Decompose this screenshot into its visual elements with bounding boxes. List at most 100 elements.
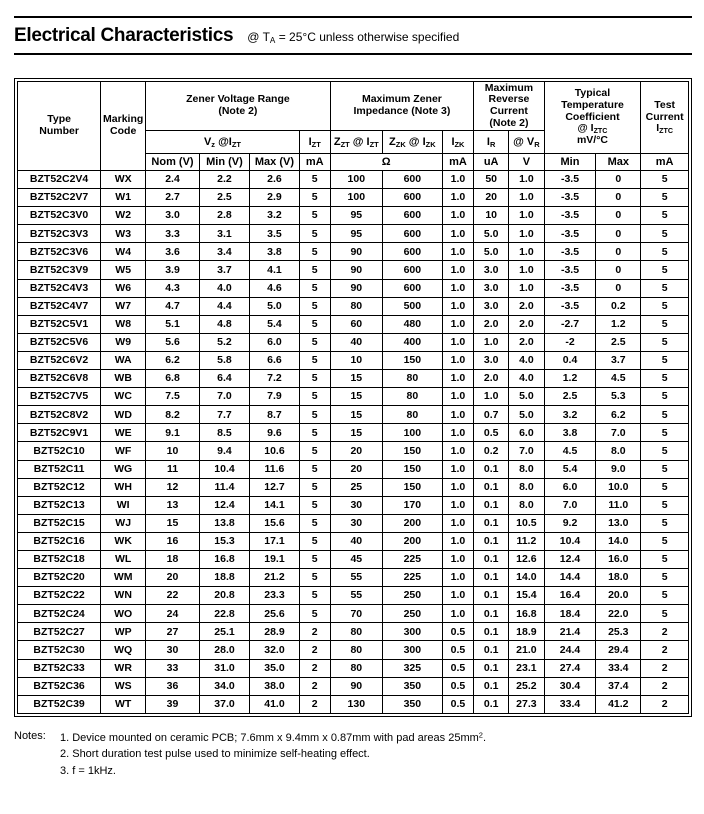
cell-izk: 1.0 — [441, 188, 475, 208]
cell-zzk: 250 — [381, 586, 443, 606]
cell-itc: 5 — [640, 224, 689, 244]
cell-ir: 50 — [473, 169, 510, 190]
cell-ir: 0.1 — [473, 604, 510, 624]
cell-vz-min: 11.4 — [198, 477, 251, 497]
cell-marking-code: W3 — [100, 224, 147, 244]
cell-vr: 1.0 — [508, 169, 545, 190]
cell-vz-min: 13.8 — [198, 513, 251, 533]
cell-marking-code: WS — [100, 676, 147, 696]
table-row: BZT52C6V8 WB 6.8 6.4 7.2 5 15 80 1.0 2.0 4.0 1.2 4.5… — [16, 369, 689, 389]
cell-tc-max: 16.0 — [595, 549, 642, 570]
cell-itc: 5 — [640, 169, 689, 190]
cell-marking-code: WL — [100, 549, 147, 570]
cell-marking-code: WR — [100, 658, 147, 678]
cell-tc-max: 6.2 — [595, 405, 642, 425]
cell-izk: 1.0 — [441, 568, 475, 588]
cell-itc: 5 — [640, 531, 689, 551]
cell-vr: 23.1 — [508, 658, 545, 678]
header-zener-voltage-range: Zener Voltage Range (Note 2) — [145, 81, 331, 131]
cell-vz-nom: 12 — [145, 477, 200, 497]
cell-vz-max: 2.6 — [249, 169, 300, 190]
cell-itc: 5 — [640, 513, 689, 533]
cell-vz-min: 3.7 — [198, 260, 251, 280]
cell-tc-min: 14.4 — [543, 568, 597, 588]
cell-izt: 5 — [298, 586, 331, 606]
cell-vz-min: 5.2 — [198, 332, 251, 352]
cell-itc: 5 — [640, 477, 689, 497]
spec-table-wrap: Type Number Marking Code Zener Voltage Ran… — [14, 78, 692, 717]
cell-zzt: 40 — [329, 332, 383, 352]
cell-tc-max: 7.0 — [595, 423, 642, 443]
cell-vr: 7.0 — [508, 441, 545, 461]
cell-izk: 1.0 — [441, 513, 475, 533]
cell-zzk: 150 — [381, 459, 443, 479]
table-row: BZT52C20 WM 20 18.8 21.2 5 55 225 1.0 0.1 14.0 14.4… — [16, 568, 689, 588]
cell-tc-min: 4.5 — [543, 441, 597, 461]
cell-vz-max: 6.6 — [249, 350, 300, 371]
cell-ir: 3.0 — [473, 296, 510, 316]
cell-vz-min: 20.8 — [198, 586, 251, 606]
cell-zzk: 170 — [381, 495, 443, 515]
cell-tc-max: 1.2 — [595, 314, 642, 334]
table-row: BZT52C3V0 W2 3.0 2.8 3.2 5 95 600 1.0 10 1.0 -3.5 0 5 — [16, 206, 689, 226]
cell-itc: 2 — [640, 658, 689, 678]
cell-ir: 1.0 — [473, 387, 510, 407]
table-row: BZT52C5V1 W8 5.1 4.8 5.4 5 60 480 1.0 2.0 2.0 -2.7 1… — [16, 314, 689, 334]
cell-izk: 1.0 — [441, 459, 475, 479]
cell-vr: 25.2 — [508, 676, 545, 696]
cell-zzk: 150 — [381, 477, 443, 497]
cell-izt: 2 — [298, 640, 331, 660]
cell-izt: 5 — [298, 314, 331, 334]
cell-itc: 5 — [640, 387, 689, 407]
cell-vz-min: 8.5 — [198, 423, 251, 443]
cell-zzk: 80 — [381, 405, 443, 425]
table-row: BZT52C10 WF 10 9.4 10.6 5 20 150 1.0 0.2 7.0 4.5 8.0… — [16, 441, 689, 461]
cell-type-number: BZT52C11 — [16, 459, 102, 479]
cell-vz-min: 37.0 — [198, 694, 251, 714]
cell-type-number: BZT52C4V7 — [16, 296, 102, 316]
table-row: BZT52C22 WN 22 20.8 23.3 5 55 250 1.0 0.1 15.4 16.4… — [16, 586, 689, 606]
cell-vz-min: 2.2 — [198, 169, 251, 190]
cell-ir: 0.1 — [473, 495, 510, 515]
cell-vz-max: 10.6 — [249, 441, 300, 461]
cell-marking-code: WI — [100, 495, 147, 515]
cell-izk: 1.0 — [441, 549, 475, 570]
cell-type-number: BZT52C13 — [16, 495, 102, 515]
cell-vz-max: 7.9 — [249, 387, 300, 407]
cell-tc-min: 2.5 — [543, 387, 597, 407]
cell-marking-code: WJ — [100, 513, 147, 533]
cell-ir: 5.0 — [473, 224, 510, 244]
cell-vz-nom: 16 — [145, 531, 200, 551]
cell-izk: 1.0 — [441, 405, 475, 425]
cell-marking-code: W7 — [100, 296, 147, 316]
cell-vz-nom: 3.3 — [145, 224, 200, 244]
cell-itc: 5 — [640, 188, 689, 208]
cell-vr: 4.0 — [508, 350, 545, 371]
cell-ir: 3.0 — [473, 350, 510, 371]
header-max-reverse-current: Maximum Reverse Current (Note 2) — [473, 81, 545, 131]
cell-tc-max: 25.3 — [595, 622, 642, 642]
cell-izk: 1.0 — [441, 224, 475, 244]
cell-vz-max: 3.5 — [249, 224, 300, 244]
cell-zzk: 300 — [381, 640, 443, 660]
cell-vr: 11.2 — [508, 531, 545, 551]
cell-zzk: 600 — [381, 188, 443, 208]
cell-tc-min: -3.5 — [543, 188, 597, 208]
datasheet-page: Electrical Characteristics @ TA = 25°C u… — [14, 16, 692, 777]
cell-marking-code: WN — [100, 586, 147, 606]
cell-vz-nom: 2.4 — [145, 169, 200, 190]
cell-izk: 1.0 — [441, 423, 475, 443]
cell-type-number: BZT52C5V6 — [16, 332, 102, 352]
cell-vz-max: 28.9 — [249, 622, 300, 642]
cell-vz-nom: 15 — [145, 513, 200, 533]
cell-itc: 5 — [640, 441, 689, 461]
cell-marking-code: WK — [100, 531, 147, 551]
cell-zzk: 600 — [381, 206, 443, 226]
cell-vz-nom: 6.8 — [145, 369, 200, 389]
cell-marking-code: W2 — [100, 206, 147, 226]
cell-marking-code: WC — [100, 387, 147, 407]
cell-vr: 2.0 — [508, 332, 545, 352]
table-row: BZT52C7V5 WC 7.5 7.0 7.9 5 15 80 1.0 1.0 5.0 2.5 5.3… — [16, 387, 689, 407]
cell-marking-code: W8 — [100, 314, 147, 334]
cell-vz-min: 18.8 — [198, 568, 251, 588]
